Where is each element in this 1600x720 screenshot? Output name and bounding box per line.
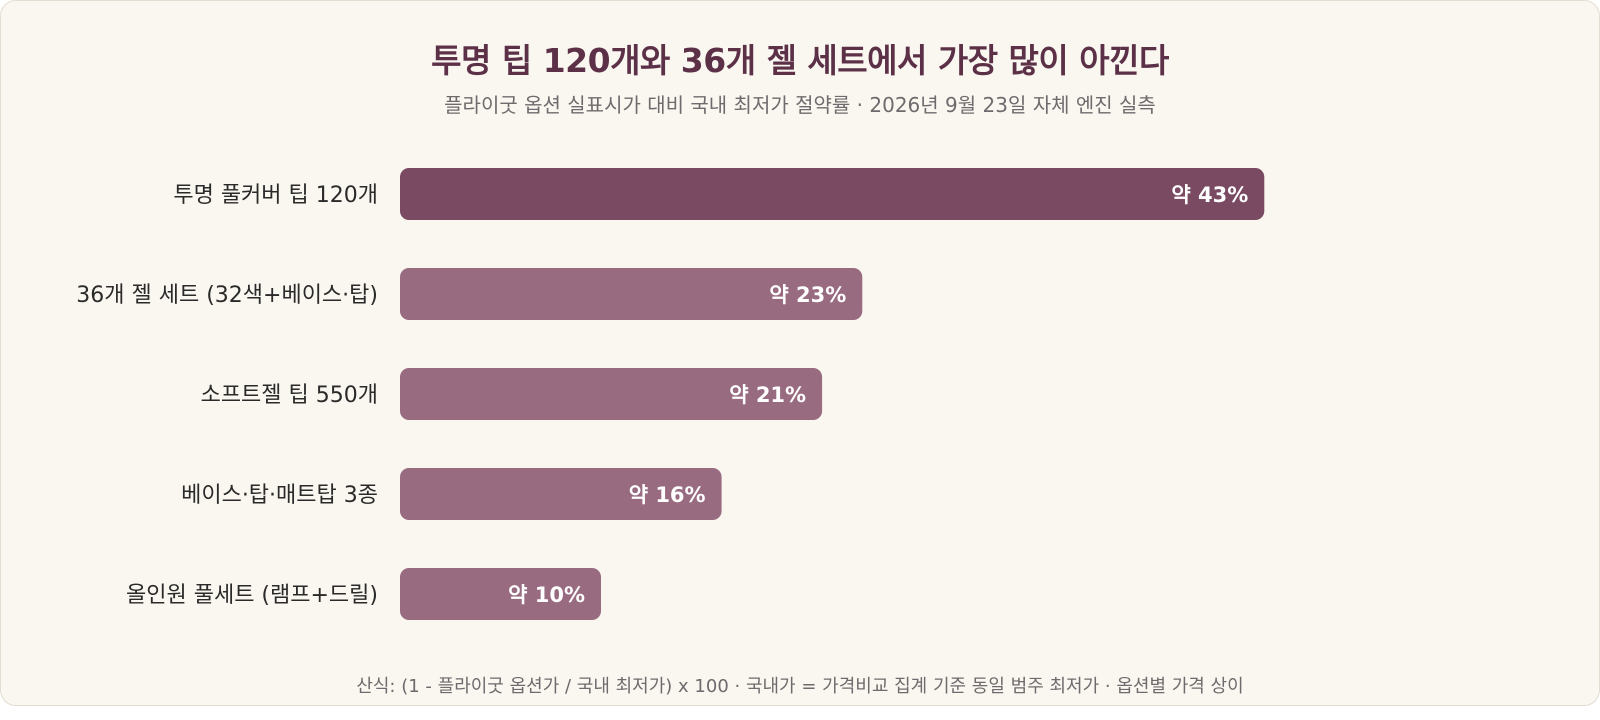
category-label: 소프트젤 팁 550개 <box>201 383 378 408</box>
chart-subtitle: 플라이굿 옵션 실표시가 대비 국내 최저가 절약률 · 2026년 9월 23… <box>444 93 1156 117</box>
bar <box>400 468 722 520</box>
category-label: 36개 젤 세트 (32색+베이스·탑) <box>76 283 378 308</box>
category-label: 투명 풀커버 팁 120개 <box>173 183 378 208</box>
bar <box>400 168 1265 220</box>
value-label: 약 23% <box>769 283 846 307</box>
value-label: 약 21% <box>729 383 806 407</box>
category-label: 올인원 풀세트 (램프+드릴) <box>126 583 378 608</box>
bar <box>400 268 863 320</box>
category-label: 베이스·탑·매트탑 3종 <box>181 483 378 508</box>
formula-footnote: 산식: (1 - 플라이굿 옵션가 / 국내 최저가) x 100 · 국내가 … <box>356 676 1244 697</box>
bar <box>400 368 823 420</box>
chart-title: 투명 팁 120개와 36개 젤 세트에서 가장 많이 아낀다 <box>431 41 1169 80</box>
value-label: 약 10% <box>508 583 585 607</box>
value-label: 약 43% <box>1171 183 1248 207</box>
value-label: 약 16% <box>629 483 706 507</box>
bar <box>400 568 601 620</box>
